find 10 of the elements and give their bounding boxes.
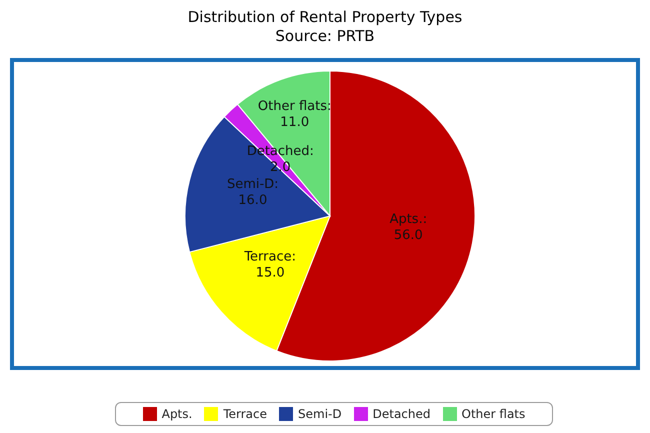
chart-subtitle: Source: PRTB <box>274 27 376 46</box>
chart-title: Distribution of Rental Property Types <box>186 8 464 27</box>
data-label: Apts.: 56.0 <box>390 212 428 243</box>
legend-label: Terrace <box>223 407 268 421</box>
legend-label: Semi-D <box>298 407 342 421</box>
legend-label: Apts. <box>162 407 192 421</box>
data-label: Terrace: 15.0 <box>243 250 296 281</box>
legend-label: Other flats <box>462 407 526 421</box>
data-label: Semi-D: 16.0 <box>226 177 279 208</box>
legend-label: Detached <box>372 407 430 421</box>
